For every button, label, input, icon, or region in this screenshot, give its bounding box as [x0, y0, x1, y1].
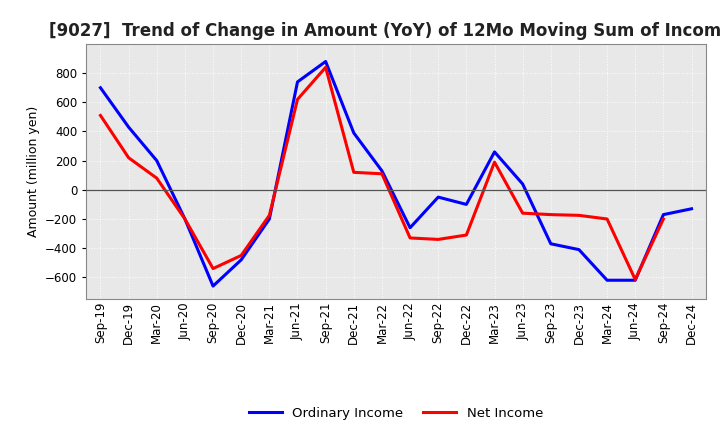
Ordinary Income [96, 85, 105, 90]
Net Income [546, 212, 555, 217]
Ordinary Income [462, 202, 471, 207]
Net Income [349, 170, 358, 175]
Net Income [631, 277, 639, 282]
Net Income [125, 155, 133, 161]
Title: [9027]  Trend of Change in Amount (YoY) of 12Mo Moving Sum of Incomes: [9027] Trend of Change in Amount (YoY) o… [49, 22, 720, 40]
Ordinary Income [377, 168, 386, 173]
Ordinary Income [321, 59, 330, 64]
Ordinary Income [181, 216, 189, 222]
Y-axis label: Amount (million yen): Amount (million yen) [27, 106, 40, 237]
Net Income [603, 216, 611, 222]
Net Income [518, 210, 527, 216]
Net Income [209, 266, 217, 271]
Ordinary Income [518, 181, 527, 187]
Net Income [181, 216, 189, 222]
Net Income [434, 237, 443, 242]
Ordinary Income [153, 158, 161, 163]
Ordinary Income [237, 257, 246, 263]
Ordinary Income [293, 79, 302, 84]
Net Income [377, 171, 386, 176]
Ordinary Income [687, 206, 696, 212]
Legend: Ordinary Income, Net Income: Ordinary Income, Net Income [243, 401, 549, 425]
Ordinary Income [125, 125, 133, 130]
Ordinary Income [406, 225, 415, 231]
Ordinary Income [349, 130, 358, 136]
Ordinary Income [265, 216, 274, 222]
Net Income [153, 176, 161, 181]
Line: Ordinary Income: Ordinary Income [101, 62, 691, 286]
Ordinary Income [659, 212, 667, 217]
Net Income [321, 65, 330, 70]
Net Income [96, 113, 105, 118]
Ordinary Income [575, 247, 583, 252]
Net Income [237, 253, 246, 258]
Net Income [462, 232, 471, 238]
Ordinary Income [603, 278, 611, 283]
Net Income [265, 213, 274, 218]
Line: Net Income: Net Income [101, 67, 663, 279]
Ordinary Income [546, 241, 555, 246]
Net Income [575, 213, 583, 218]
Ordinary Income [490, 149, 499, 154]
Ordinary Income [209, 283, 217, 289]
Net Income [659, 216, 667, 222]
Net Income [406, 235, 415, 241]
Net Income [490, 159, 499, 165]
Ordinary Income [631, 278, 639, 283]
Ordinary Income [434, 194, 443, 200]
Net Income [293, 97, 302, 102]
